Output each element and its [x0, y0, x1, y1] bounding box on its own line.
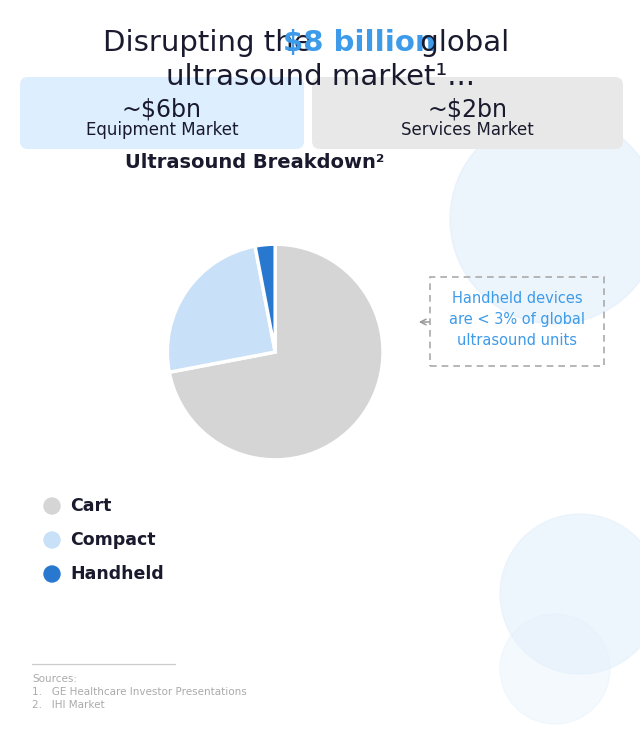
Circle shape — [44, 566, 60, 582]
Wedge shape — [255, 244, 275, 352]
Wedge shape — [169, 244, 383, 460]
Text: ~$6bn: ~$6bn — [122, 97, 202, 121]
Circle shape — [450, 114, 640, 324]
Text: Handheld devices
are < 3% of global
ultrasound units: Handheld devices are < 3% of global ultr… — [449, 291, 585, 348]
Text: 2.   IHI Market: 2. IHI Market — [32, 700, 104, 710]
Text: Disrupting the: Disrupting the — [103, 29, 321, 57]
Text: 1.   GE Healthcare Investor Presentations: 1. GE Healthcare Investor Presentations — [32, 687, 247, 697]
Text: Ultrasound Breakdown²: Ultrasound Breakdown² — [125, 153, 385, 172]
Circle shape — [44, 498, 60, 514]
Text: $8 billion: $8 billion — [283, 29, 436, 57]
Text: Cart: Cart — [70, 497, 111, 515]
Wedge shape — [167, 246, 275, 372]
Text: Services Market: Services Market — [401, 121, 533, 139]
Circle shape — [44, 532, 60, 548]
Text: Equipment Market: Equipment Market — [86, 121, 238, 139]
FancyBboxPatch shape — [20, 77, 304, 149]
Text: Handheld: Handheld — [70, 565, 164, 583]
Text: global: global — [411, 29, 509, 57]
FancyBboxPatch shape — [312, 77, 623, 149]
Circle shape — [500, 614, 610, 724]
Circle shape — [500, 514, 640, 674]
Text: Compact: Compact — [70, 531, 156, 549]
Text: ultrasound market¹...: ultrasound market¹... — [166, 63, 474, 91]
Text: ~$2bn: ~$2bn — [427, 97, 507, 121]
Text: Sources:: Sources: — [32, 674, 77, 684]
